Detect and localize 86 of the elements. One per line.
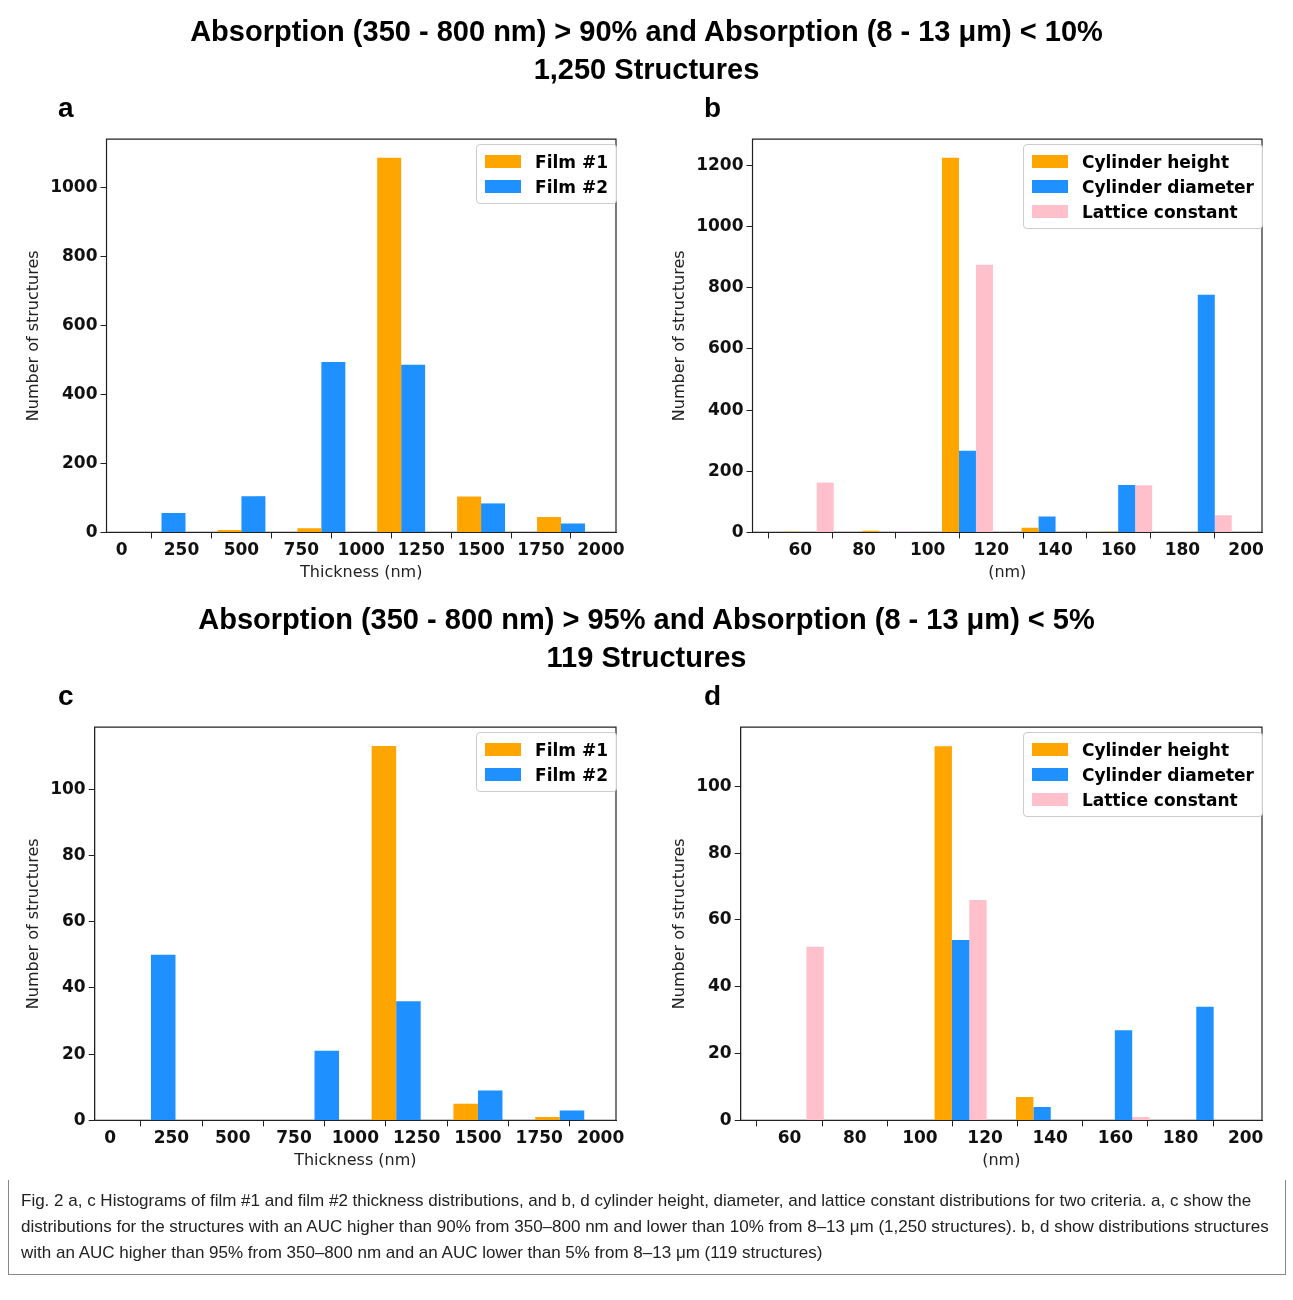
x-tick-label: 2000 bbox=[576, 1127, 625, 1148]
x-tick-label: 60 bbox=[788, 539, 813, 560]
legend-label: Film #2 bbox=[535, 176, 608, 197]
y-tick-label: 0 bbox=[85, 520, 98, 541]
y-tick-label: 600 bbox=[708, 337, 744, 358]
x-tick-label: 250 bbox=[163, 539, 200, 560]
x-axis-title: Thickness (nm) bbox=[299, 561, 423, 581]
x-axis-title: (nm) bbox=[982, 1149, 1021, 1169]
y-tick-label: 800 bbox=[708, 276, 744, 297]
x-tick-label: 120 bbox=[973, 539, 1010, 560]
y-tick-label: 200 bbox=[708, 459, 744, 480]
x-tick-label: 1250 bbox=[397, 539, 445, 560]
y-tick-label: 0 bbox=[73, 1108, 86, 1129]
x-tick-label: 2000 bbox=[577, 539, 625, 560]
caption: Fig. 2 a, c Histograms of film #1 and film #2 thickness distributions, and b, d cylinder height, diameter, and lattice constant distributions for two criteria. a, c show the distributions for the structures with an AUC higher than 90% from 350–800 nm and lower than 10% from 8–13 μm (1,250 structures). b, d show distributions structures with an AUC higher than 95% from 350–800 nm and an AUC lower than 5% from 8–13 μm (119 structures) bbox=[8, 1180, 1286, 1275]
x-tick-label: 500 bbox=[223, 539, 260, 560]
text: b bbox=[704, 92, 722, 124]
y-tick-label: 40 bbox=[62, 976, 86, 997]
y-tick-label: 600 bbox=[62, 313, 98, 334]
legend-label: Cylinder height bbox=[1081, 151, 1230, 172]
y-tick-label: 0 bbox=[719, 1108, 732, 1129]
x-tick-label: 750 bbox=[283, 539, 320, 560]
y-tick-label: 1000 bbox=[696, 215, 744, 236]
y-axis-title: Number of structures bbox=[668, 838, 688, 1010]
y-tick-label: 40 bbox=[708, 975, 732, 996]
x-tick-label: 1500 bbox=[454, 1127, 502, 1148]
y-tick-label: 400 bbox=[708, 398, 744, 419]
y-axis-title: Number of structures bbox=[22, 250, 42, 422]
y-axis-title: Number of structures bbox=[22, 838, 42, 1010]
x-axis-title: Thickness (nm) bbox=[293, 1149, 417, 1169]
chart-title: Absorption (350 - 800 nm) > 95% and Absorption (8 - 13 μm) < 5% bbox=[197, 602, 1096, 637]
y-tick-label: 200 bbox=[62, 451, 98, 472]
text: c bbox=[58, 680, 74, 712]
x-tick-label: 100 bbox=[909, 539, 946, 560]
x-tick-label: 750 bbox=[276, 1127, 312, 1148]
legend-label: Cylinder diameter bbox=[1081, 176, 1254, 197]
y-tick-label: 1000 bbox=[50, 175, 98, 196]
legend-label: Film #2 bbox=[535, 764, 608, 785]
x-tick-label: 1250 bbox=[392, 1127, 441, 1148]
y-tick-label: 80 bbox=[62, 843, 86, 864]
y-tick-label: 800 bbox=[62, 244, 98, 265]
chart-title: Absorption (350 - 800 nm) > 90% and Absorption (8 - 13 μm) < 10% bbox=[189, 14, 1104, 49]
y-tick-label: 100 bbox=[50, 777, 86, 798]
x-tick-label: 1000 bbox=[331, 1127, 380, 1148]
x-tick-label: 140 bbox=[1037, 539, 1073, 560]
x-tick-label: 0 bbox=[115, 539, 128, 560]
y-tick-label: 100 bbox=[696, 774, 732, 795]
x-tick-label: 180 bbox=[1164, 539, 1201, 560]
y-tick-label: 1200 bbox=[696, 153, 744, 174]
y-tick-label: 20 bbox=[708, 1042, 732, 1063]
chart-subtitle: 1,250 Structures bbox=[532, 52, 761, 87]
y-axis-title: Number of structures bbox=[668, 250, 688, 422]
text: a bbox=[58, 92, 74, 124]
legend-label: Cylinder height bbox=[1081, 739, 1230, 760]
x-tick-label: 1500 bbox=[457, 539, 505, 560]
legend-label: Cylinder diameter bbox=[1081, 764, 1254, 785]
x-axis-title: (nm) bbox=[988, 561, 1027, 581]
legend-label: Film #1 bbox=[535, 739, 608, 760]
x-tick-label: 80 bbox=[852, 539, 876, 560]
legend-label: Film #1 bbox=[535, 151, 608, 172]
x-tick-label: 100 bbox=[902, 1127, 938, 1148]
x-tick-label: 140 bbox=[1032, 1127, 1069, 1148]
x-tick-label: 1000 bbox=[337, 539, 386, 560]
x-tick-label: 160 bbox=[1100, 539, 1137, 560]
legend-label: Lattice constant bbox=[1081, 201, 1238, 222]
x-tick-label: 160 bbox=[1097, 1127, 1134, 1148]
y-tick-label: 60 bbox=[708, 908, 732, 929]
x-tick-label: 120 bbox=[967, 1127, 1003, 1148]
y-tick-label: 400 bbox=[62, 382, 98, 403]
text: d bbox=[704, 680, 722, 712]
x-tick-label: 1750 bbox=[517, 539, 565, 560]
x-tick-label: 80 bbox=[842, 1127, 867, 1148]
x-tick-label: 180 bbox=[1162, 1127, 1199, 1148]
x-tick-label: 60 bbox=[777, 1127, 802, 1148]
y-tick-label: 0 bbox=[731, 520, 744, 541]
x-tick-label: 500 bbox=[214, 1127, 251, 1148]
y-tick-label: 60 bbox=[62, 910, 86, 931]
chart-subtitle: 119 Structures bbox=[545, 640, 748, 675]
x-tick-label: 250 bbox=[153, 1127, 190, 1148]
x-tick-label: 0 bbox=[104, 1127, 117, 1148]
x-tick-label: 200 bbox=[1227, 1127, 1264, 1148]
y-tick-label: 20 bbox=[62, 1042, 86, 1063]
legend-label: Lattice constant bbox=[1081, 789, 1238, 810]
x-tick-label: 200 bbox=[1228, 539, 1264, 560]
y-tick-label: 80 bbox=[708, 841, 732, 862]
x-tick-label: 1750 bbox=[515, 1127, 564, 1148]
